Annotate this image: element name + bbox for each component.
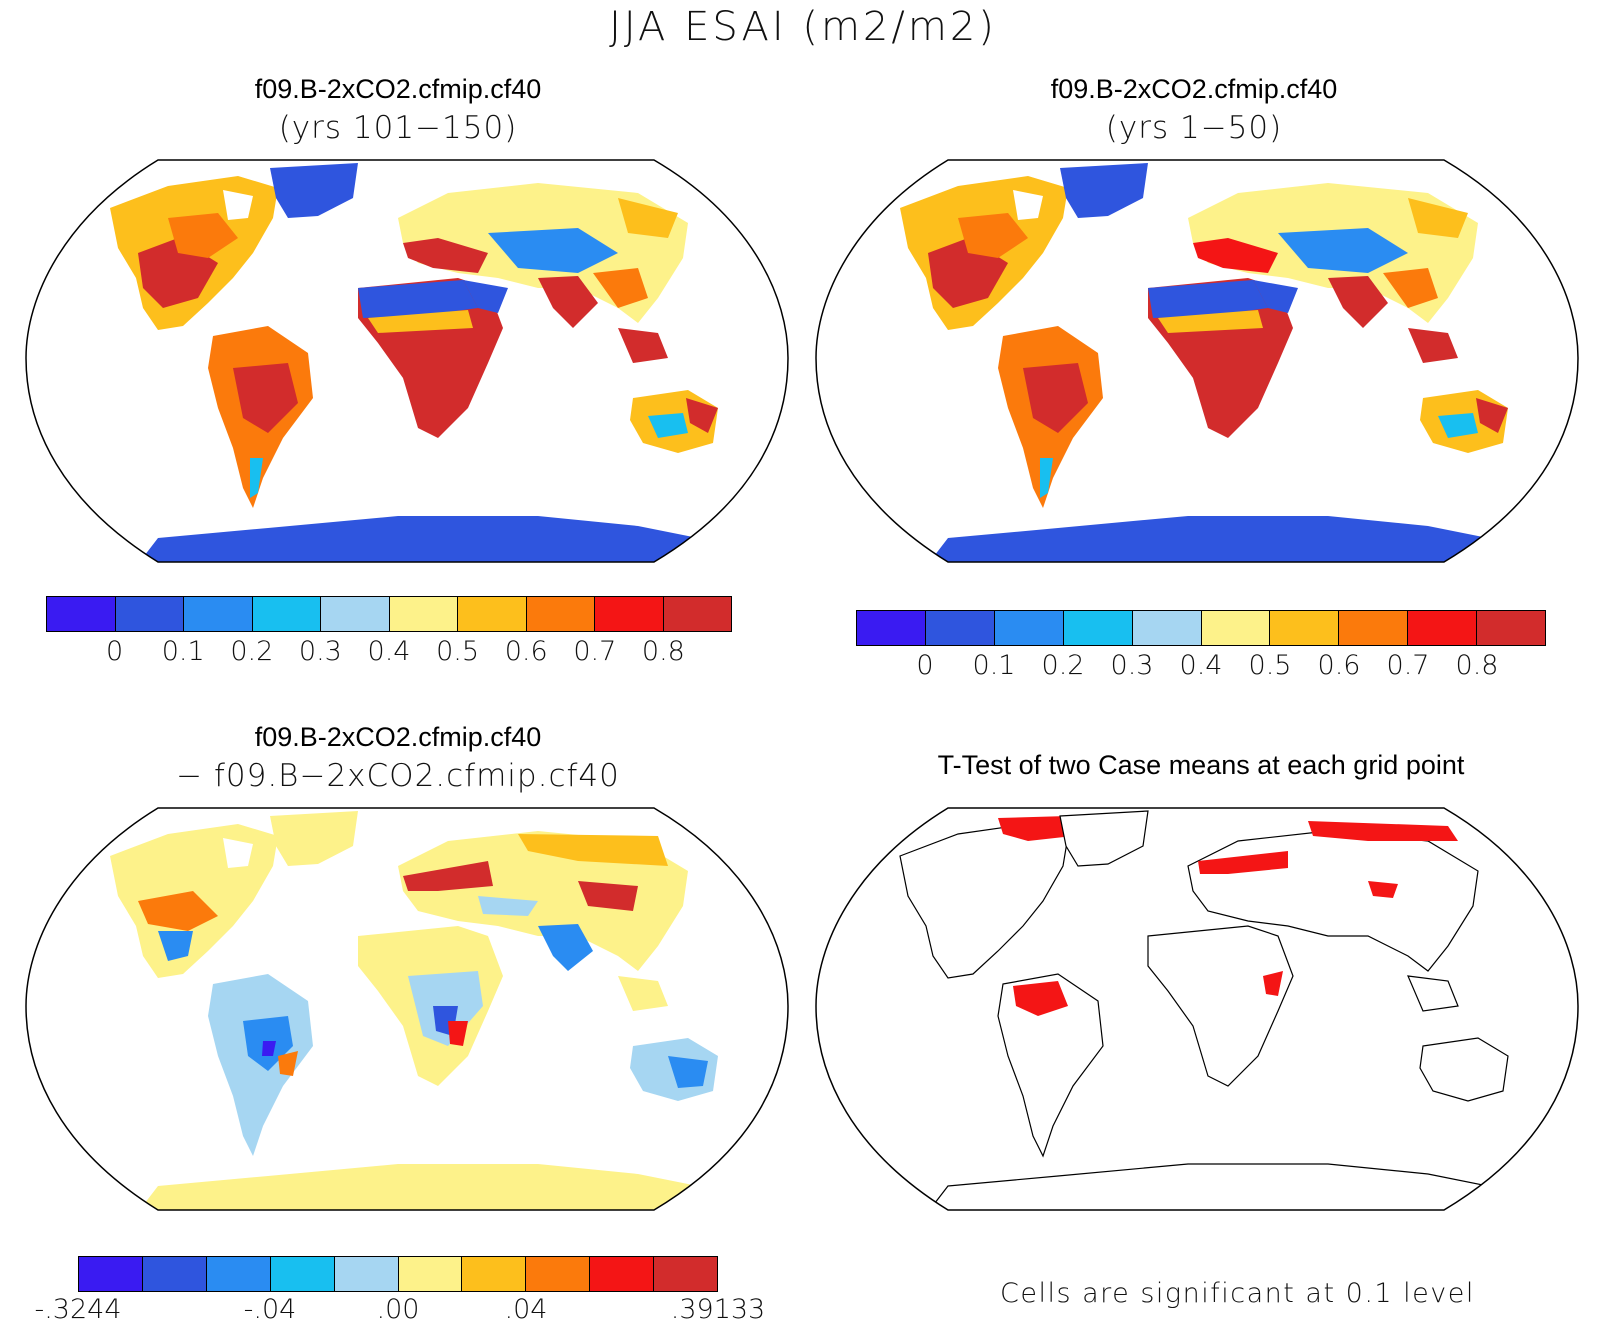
colorbar-tick-label: 0.2 xyxy=(230,636,274,667)
map-top-right xyxy=(815,159,1579,563)
colorbar-tick-label: 0.7 xyxy=(1386,650,1430,681)
land-australia xyxy=(1419,1037,1509,1102)
land-south-america xyxy=(997,973,1104,1158)
colorbar-labels-top-left: 0 0.1 0.2 0.3 0.4 0.5 0.6 0.7 0.8 xyxy=(46,636,732,670)
colorbar-swatch xyxy=(1270,611,1340,645)
colorbar-swatch xyxy=(321,597,390,631)
significance-note: Cells are significant at 0.1 level xyxy=(1000,1278,1475,1309)
colorbar-tick-label: 0.8 xyxy=(1455,650,1499,681)
colorbar-tick-label: 0.1 xyxy=(972,650,1016,681)
colorbar-swatch xyxy=(206,1257,271,1291)
colorbar-tick-label: 0.4 xyxy=(1179,650,1223,681)
colorbar-swatch xyxy=(184,597,253,631)
figure-title: JJA ESAI (m2/m2) xyxy=(609,4,997,50)
colorbar-swatch xyxy=(270,1257,335,1291)
colorbar-swatch xyxy=(47,597,116,631)
colorbar-swatch xyxy=(115,597,184,631)
colorbar-tick-label: .39133 xyxy=(670,1294,766,1325)
colorbar-tick-label: 0.5 xyxy=(1248,650,1292,681)
colorbar-swatch xyxy=(398,1257,463,1291)
panel-title-bottom-left: f09.B-2xCO2.cfmip.cf40 xyxy=(254,722,542,752)
colorbar-labels-bottom-left: -.3244 -.04 .00 .04 .39133 xyxy=(34,1294,765,1328)
colorbar-swatch xyxy=(590,1257,655,1291)
land-greenland xyxy=(1059,810,1149,867)
land-antarctica xyxy=(928,516,1508,562)
colorbar-tick-label: 0 xyxy=(106,636,124,667)
colorbar-bottom-left xyxy=(78,1256,718,1292)
panel-subtitle-top-left: (yrs 101−150) xyxy=(278,110,518,146)
land-greenland xyxy=(270,811,358,866)
colorbar-swatch xyxy=(526,1257,591,1291)
land-africa xyxy=(1147,925,1294,1087)
colorbar-tick-label: 0.5 xyxy=(436,636,480,667)
colorbar-top-right xyxy=(856,610,1546,646)
map-top-left xyxy=(25,159,789,563)
panel-title-bottom-right: T-Test of two Case means at each grid po… xyxy=(937,750,1465,780)
land-antarctica xyxy=(926,1163,1510,1210)
colorbar-swatch xyxy=(1201,611,1271,645)
colorbar-labels-top-right: 0 0.1 0.2 0.3 0.4 0.5 0.6 0.7 0.8 xyxy=(856,650,1546,684)
colorbar-swatch xyxy=(994,611,1064,645)
colorbar-tick-label: 0.1 xyxy=(161,636,205,667)
colorbar-swatch xyxy=(79,1257,143,1291)
colorbar-tick-label: 0 xyxy=(916,650,934,681)
colorbar-swatch xyxy=(462,1257,527,1291)
colorbar-tick-label: -.3244 xyxy=(34,1294,122,1325)
colorbar-tick-label: 0.2 xyxy=(1041,650,1085,681)
colorbar-tick-label: .00 xyxy=(376,1294,420,1325)
colorbar-swatch xyxy=(1063,611,1133,645)
colorbar-swatch xyxy=(1408,611,1478,645)
colorbar-swatch xyxy=(857,611,926,645)
land-greenland xyxy=(270,163,358,218)
colorbar-swatch xyxy=(663,597,731,631)
colorbar-tick-label: .04 xyxy=(504,1294,548,1325)
colorbar-tick-label: 0.6 xyxy=(1317,650,1361,681)
colorbar-swatch xyxy=(925,611,995,645)
colorbar-swatch xyxy=(252,597,321,631)
colorbar-tick-label: 0.7 xyxy=(573,636,617,667)
colorbar-swatch xyxy=(595,597,664,631)
colorbar-swatch xyxy=(334,1257,399,1291)
panel-subtitle-top-right: (yrs 1−50) xyxy=(1105,110,1283,146)
colorbar-swatch xyxy=(389,597,458,631)
land-antarctica xyxy=(138,516,718,562)
panel-subtitle-bottom-left: − f09.B−2xCO2.cfmip.cf40 xyxy=(176,758,620,794)
colorbar-tick-label: 0.6 xyxy=(504,636,548,667)
colorbar-swatch xyxy=(458,597,527,631)
colorbar-top-left xyxy=(46,596,732,632)
colorbar-tick-label: 0.8 xyxy=(641,636,685,667)
colorbar-swatch xyxy=(526,597,595,631)
colorbar-swatch xyxy=(1132,611,1202,645)
map-bottom-right xyxy=(815,807,1579,1211)
colorbar-tick-label: 0.4 xyxy=(367,636,411,667)
colorbar-swatch xyxy=(654,1257,718,1291)
land-greenland xyxy=(1060,163,1148,218)
colorbar-swatch xyxy=(1339,611,1409,645)
map-bottom-left xyxy=(25,807,789,1211)
panel-title-top-left: f09.B-2xCO2.cfmip.cf40 xyxy=(254,74,542,104)
colorbar-swatch xyxy=(142,1257,207,1291)
colorbar-tick-label: 0.3 xyxy=(298,636,342,667)
colorbar-tick-label: -.04 xyxy=(243,1294,297,1325)
colorbar-swatch xyxy=(1477,611,1546,645)
panel-title-top-right: f09.B-2xCO2.cfmip.cf40 xyxy=(1050,74,1338,104)
land-antarctica xyxy=(138,1164,718,1210)
colorbar-tick-label: 0.3 xyxy=(1110,650,1154,681)
